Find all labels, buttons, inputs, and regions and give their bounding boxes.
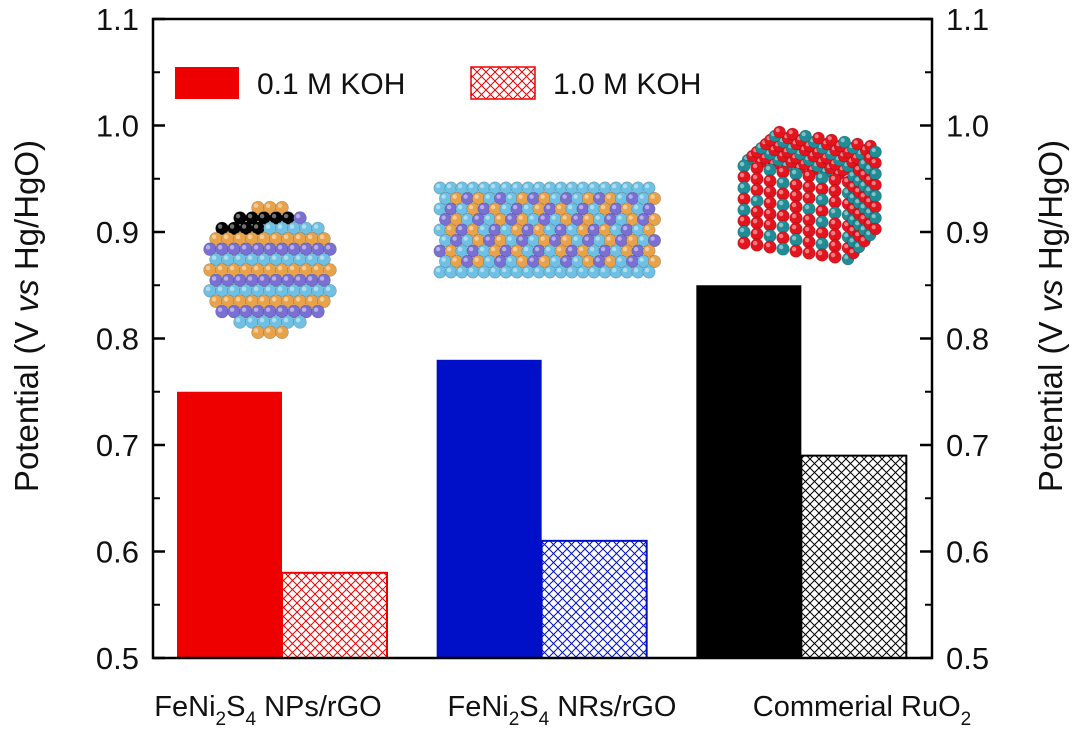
- y-tick-label-left: 0.6: [96, 535, 139, 570]
- y-tick-label-right: 1.1: [946, 2, 989, 37]
- bar-solid-2: [696, 285, 802, 658]
- bar-solid-1: [436, 359, 542, 658]
- y-tick-label-left: 1.1: [96, 2, 139, 37]
- legend-swatch-hatched: [470, 66, 536, 100]
- y-tick-label-right: 0.9: [946, 215, 989, 250]
- bar-marks: [177, 285, 908, 659]
- nanorod-model-icon: [433, 181, 661, 279]
- bar-hatched-2: [800, 454, 908, 659]
- y-tick-label-right: 0.6: [946, 535, 989, 570]
- y-tick-label-left: 1.0: [96, 109, 139, 144]
- y-tick-label-right: 0.5: [946, 641, 989, 676]
- y-tick-label-right: 1.0: [946, 109, 989, 144]
- legend-label-0: 0.1 M KOH: [257, 68, 405, 101]
- y-axis-title-left: Potential (V vs Hg/HgO): [8, 140, 45, 492]
- y-tick-label-left: 0.8: [96, 322, 139, 357]
- y-tick-label-left: 0.7: [96, 428, 139, 463]
- y-axis-title-right: Potential (V vs Hg/HgO): [1032, 140, 1069, 492]
- legend-swatch-solid: [175, 67, 239, 99]
- y-tick-label-left: 0.9: [96, 215, 139, 250]
- legend: 0.1 M KOH 1.0 M KOH: [175, 66, 701, 101]
- y-tick-label-right: 0.8: [946, 322, 989, 357]
- bar-hatched-1: [540, 539, 648, 659]
- y-tick-label-left: 0.5: [96, 641, 139, 676]
- y-tick-label-right: 0.7: [946, 428, 989, 463]
- bar-solid-0: [177, 391, 282, 658]
- legend-label-1: 1.0 M KOH: [553, 68, 701, 101]
- ruo2-crystal-model-icon: [737, 125, 882, 266]
- axes: [151, 17, 934, 660]
- x-category-label-2: Commerial RuO2: [753, 691, 971, 730]
- inset-images: [203, 125, 882, 340]
- nanoparticle-model-icon: [203, 200, 337, 340]
- x-category-label-0: FeNi2S4 NPs/rGO: [154, 691, 381, 730]
- y-tick-labels: 0.5 0.5 0.6 0.6 0.7 0.7 0.8 0.8 0.9 0.9 1.0 1.0 1.1 1…: [96, 2, 989, 676]
- x-category-label-1: FeNi2S4 NRs/rGO: [447, 691, 676, 730]
- bar-hatched-0: [281, 571, 388, 659]
- x-category-labels: FeNi2S4 NPs/rGO FeNi2S4 NRs/rGO Commerial …: [154, 691, 971, 730]
